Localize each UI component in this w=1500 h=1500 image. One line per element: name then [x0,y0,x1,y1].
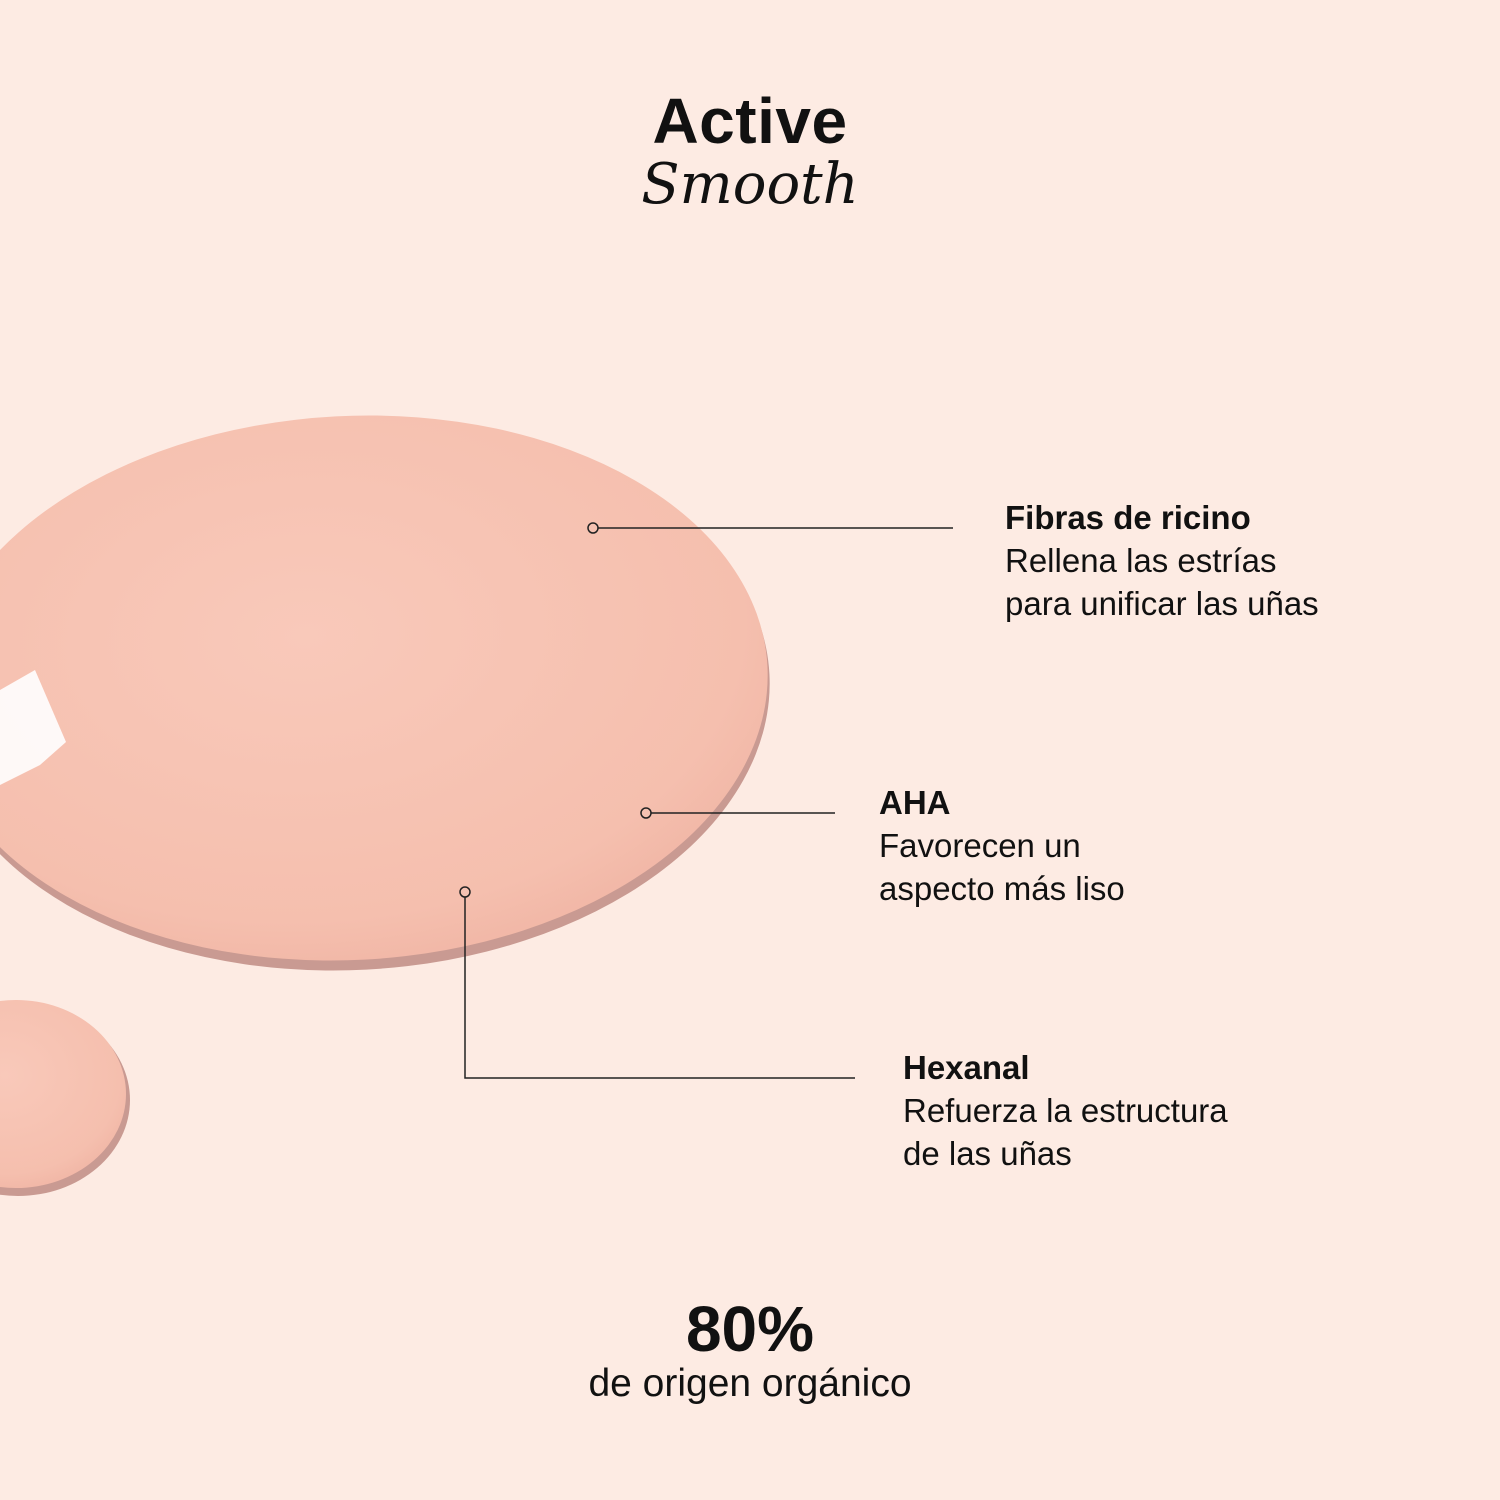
callout-desc: Rellena las estrías [1005,542,1277,579]
callout-name: AHA [879,784,951,821]
product-drop-large [0,415,770,971]
callout-hexanal: Hexanal Refuerza la estructura de las uñ… [903,1046,1228,1175]
page-title: Active [652,85,848,157]
callout-aha: AHA Favorecen un aspecto más liso [879,781,1125,910]
callout-desc: de las uñas [903,1135,1072,1172]
page-subtitle: Smooth [641,152,859,217]
callout-desc: aspecto más liso [879,870,1125,907]
highlight [0,670,66,785]
callout-name: Hexanal [903,1049,1030,1086]
product-drop-small [0,1000,130,1196]
organic-percentage: 80% [685,1293,815,1365]
organic-label: de origen orgánico [588,1362,912,1405]
callout-desc: para unificar las uñas [1005,585,1319,622]
callout-dot-fibras [587,522,599,534]
callout-desc: Refuerza la estructura [903,1092,1228,1129]
callout-dot-hexanal [459,886,471,898]
callout-name: Fibras de ricino [1005,499,1251,536]
callout-desc: Favorecen un [879,827,1081,864]
callout-dot-aha [640,807,652,819]
callout-line-hexanal [464,897,855,1079]
callout-fibras: Fibras de ricino Rellena las estrías par… [1005,496,1319,625]
